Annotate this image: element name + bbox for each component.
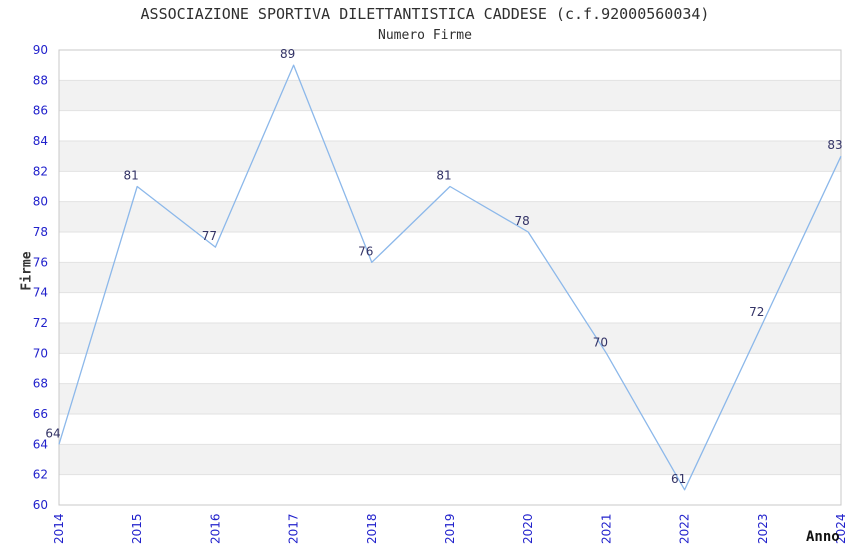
plot-band <box>59 323 841 354</box>
value-label: 78 <box>515 214 530 228</box>
y-tick-label: 78 <box>33 225 48 239</box>
x-tick-label: 2020 <box>521 513 535 544</box>
y-tick-label: 88 <box>33 73 48 87</box>
value-label: 72 <box>749 305 764 319</box>
value-label: 70 <box>593 335 608 349</box>
x-tick-label: 2017 <box>287 513 301 544</box>
x-tick-label: 2018 <box>365 513 379 544</box>
y-tick-label: 68 <box>33 377 48 391</box>
plot-band <box>59 80 841 111</box>
series-line <box>58 64 842 491</box>
x-tick-label: 2022 <box>678 513 692 544</box>
x-tick-label: 2016 <box>208 513 222 544</box>
value-label: 81 <box>436 169 451 183</box>
plot-band <box>59 383 841 414</box>
value-label: 81 <box>124 169 139 183</box>
value-label: 77 <box>202 229 217 243</box>
x-tick-label: 2023 <box>756 513 770 544</box>
y-tick-label: 76 <box>33 255 48 269</box>
y-tick-label: 80 <box>33 195 48 209</box>
y-tick-label: 64 <box>33 437 48 451</box>
plot-band <box>59 262 841 293</box>
x-tick-label: 2024 <box>834 513 848 544</box>
plot-band <box>59 141 841 172</box>
y-axis-title: Firme <box>19 251 35 291</box>
chart-subtitle: Numero Firme <box>378 28 472 43</box>
plot-border <box>58 49 842 506</box>
value-label: 76 <box>358 244 373 258</box>
x-axis-title: Anno <box>806 529 840 545</box>
x-tick-label: 2015 <box>130 513 144 544</box>
y-tick-label: 90 <box>33 43 48 57</box>
y-tick-label: 84 <box>33 134 48 148</box>
chart-title: ASSOCIAZIONE SPORTIVA DILETTANTISTICA CA… <box>140 5 710 23</box>
value-label: 83 <box>827 138 842 152</box>
y-tick-label: 72 <box>33 316 48 330</box>
y-tick-label: 70 <box>33 346 48 360</box>
x-tick-label: 2021 <box>599 513 613 544</box>
y-tick-label: 74 <box>33 286 48 300</box>
x-tick-label: 2019 <box>443 513 457 544</box>
value-label: 64 <box>45 426 60 440</box>
y-tick-label: 62 <box>33 468 48 482</box>
y-tick-label: 66 <box>33 407 48 421</box>
y-tick-label: 60 <box>33 498 48 512</box>
y-tick-label: 82 <box>33 164 48 178</box>
value-label: 61 <box>671 472 686 486</box>
value-label: 89 <box>280 47 295 61</box>
y-tick-label: 86 <box>33 104 48 118</box>
x-tick-label: 2014 <box>52 513 66 544</box>
plot-band <box>59 444 841 475</box>
